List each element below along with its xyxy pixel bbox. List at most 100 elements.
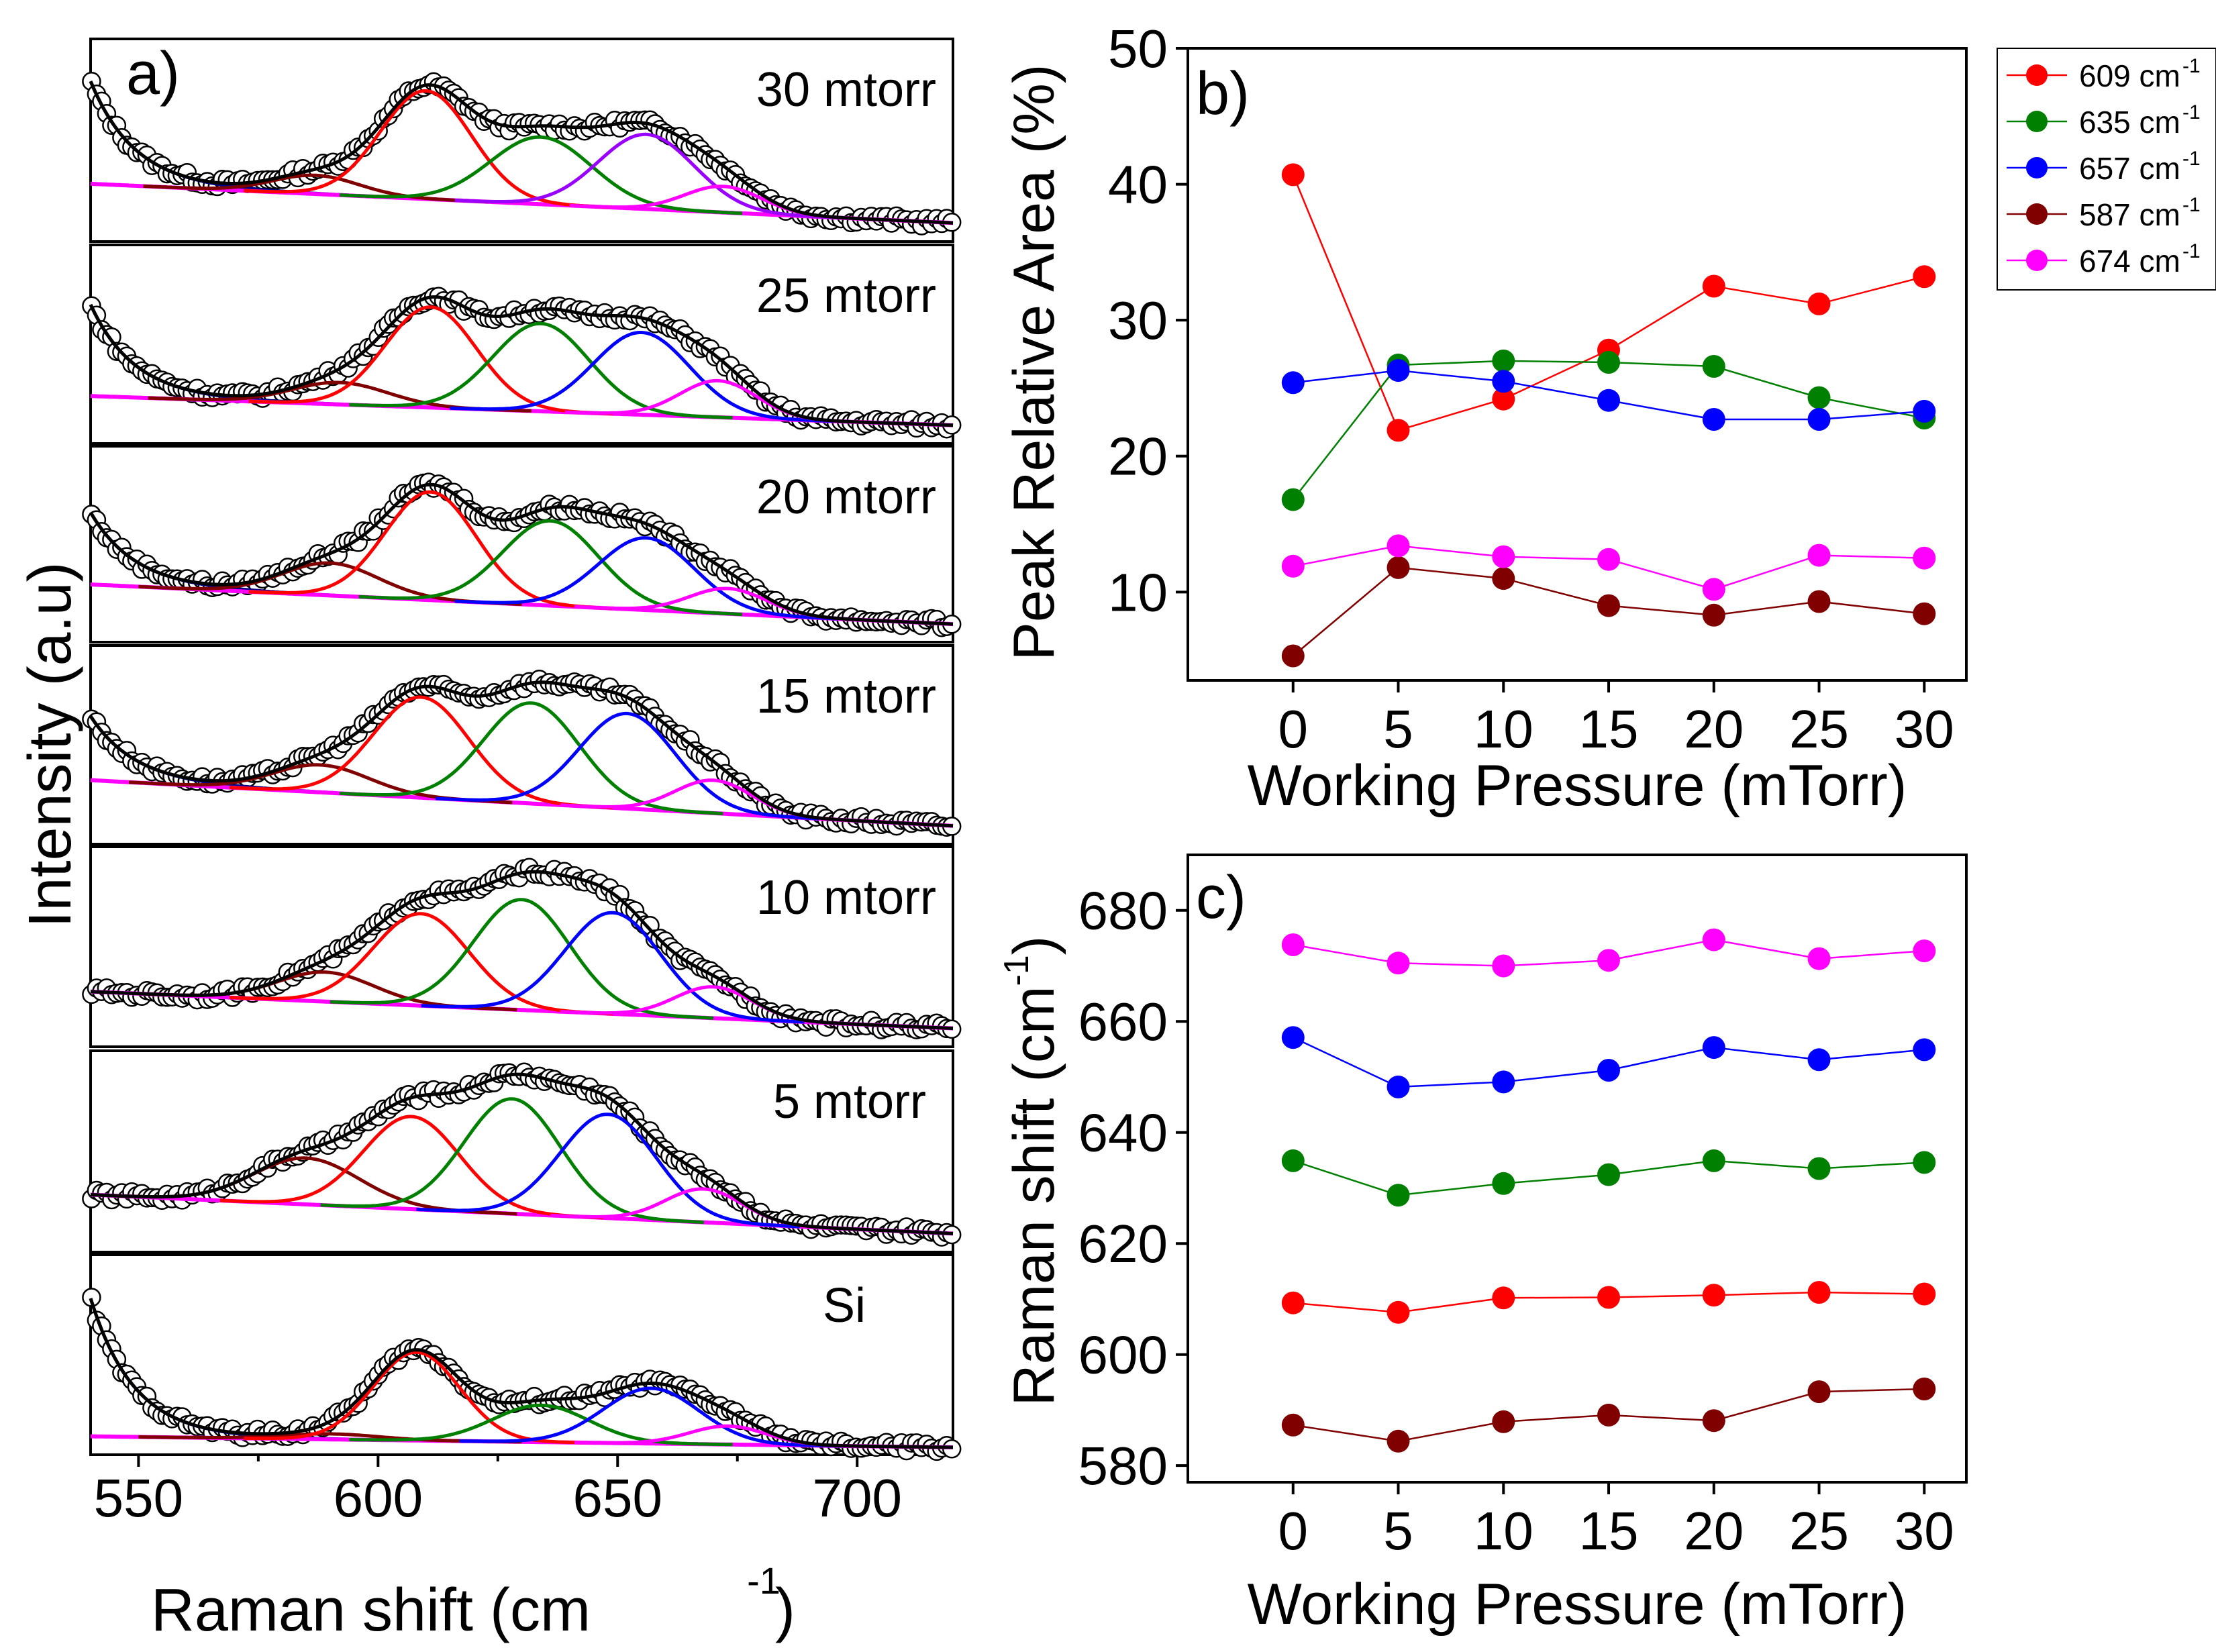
- legend-marker: [2026, 203, 2048, 225]
- data-point: [1492, 954, 1515, 978]
- fit-peak-656: [454, 536, 838, 621]
- data-point: [1492, 349, 1515, 372]
- data-point: [1702, 408, 1725, 431]
- data-point: [1702, 355, 1725, 378]
- data-point: [1913, 546, 1936, 570]
- data-point: [1492, 545, 1515, 568]
- data-point: [1492, 387, 1515, 411]
- fit-peak-634: [349, 321, 733, 420]
- data-point: [1387, 1075, 1410, 1098]
- panel-a-spectra: 30 mtorr 25 mtorr 20 mtorr 15 mtorr 10 mtorr…: [82, 38, 962, 1461]
- data-point: [1281, 1026, 1305, 1049]
- panel-c-y-axis-label: Raman shift (cm-1): [997, 936, 1066, 1406]
- data-point: [1913, 1282, 1936, 1306]
- data-point: [1281, 1413, 1305, 1437]
- spectrum-label: 30 mtorr: [756, 63, 936, 117]
- data-point: [1597, 1403, 1620, 1427]
- data-point: [1702, 928, 1725, 951]
- fit-envelope-line: [89, 680, 954, 828]
- y-tick-label: 680: [1078, 881, 1168, 941]
- data-point: [1597, 949, 1620, 972]
- fit-peak-655: [450, 331, 834, 423]
- panel-b-label: b): [1196, 60, 1250, 127]
- data-point: [1281, 1149, 1305, 1172]
- spectrum-frame: [89, 644, 954, 845]
- data-point: [1387, 951, 1410, 975]
- data-point: [1492, 1410, 1515, 1433]
- panel-a-stacked-raman-spectra: Intensity (a.u) Raman shift (cm -1 ) 550…: [17, 38, 962, 1644]
- panel-b-peak-relative-area: 0 5 10 15 20 25 30 10 20 30 40 50 b) Peak Relative …: [1002, 19, 2216, 818]
- legend-label: 635 cm: [2079, 105, 2180, 140]
- spectrum-frame: [89, 1253, 954, 1456]
- legend-marker: [2026, 64, 2048, 86]
- fit-peak-656: [454, 132, 838, 219]
- series-609-cm: [1281, 163, 1936, 442]
- panel-a-x-ticks: 550 600 650 700: [94, 1455, 902, 1528]
- legend-label: 609 cm: [2079, 58, 2180, 93]
- data-point: [1702, 1284, 1725, 1307]
- fit-envelope-line: [89, 81, 954, 225]
- fit-peak-630: [330, 898, 714, 1020]
- data-point: [1807, 544, 1831, 567]
- panel-b-plot-frame: [1187, 47, 1968, 682]
- spectrum-Si: Si: [82, 1253, 962, 1461]
- fit-envelope-line: [90, 1072, 954, 1235]
- data-point: [1387, 419, 1410, 442]
- panel-a-x-axis-label: Raman shift (cm: [151, 1577, 591, 1644]
- fit-peak-628: [320, 1097, 704, 1225]
- fit-peak-609: [229, 695, 613, 810]
- data-point: [1913, 939, 1936, 963]
- panel-b-y-axis-label: Peak Relative Area (%): [1002, 64, 1066, 660]
- data-point: [1387, 359, 1410, 382]
- x-tick-label: 5: [1383, 1501, 1413, 1561]
- spectrum-label: 10 mtorr: [756, 871, 936, 925]
- x-tick-label: 0: [1278, 699, 1309, 759]
- y-tick-label: 40: [1108, 155, 1168, 215]
- data-point: [1597, 1286, 1620, 1309]
- panel-c-ticks: 0 5 10 15 20 25 30 580 600 620 640 660 680: [1078, 881, 1954, 1561]
- panel-a-y-axis-label: Intensity (a.u): [17, 562, 84, 927]
- data-point: [1807, 1380, 1831, 1404]
- series-635: [1281, 1149, 1936, 1207]
- y-tick-label: 30: [1108, 291, 1168, 350]
- data-point: [1913, 399, 1936, 423]
- data-point: [1807, 1048, 1831, 1072]
- x-tick-label: 15: [1579, 1501, 1639, 1561]
- x-tick-label: 700: [812, 1468, 901, 1528]
- y-tick-label: 20: [1108, 427, 1168, 486]
- fit-peak-648: [416, 1113, 800, 1229]
- data-point: [1492, 567, 1515, 590]
- panel-a-x-axis-label-tail: ): [775, 1577, 795, 1644]
- data-point: [1492, 370, 1515, 393]
- data-point: [1387, 1429, 1410, 1453]
- data-point: [1913, 1378, 1936, 1400]
- fit-peak-610: [244, 89, 609, 209]
- panel-c-raman-shift: 0 5 10 15 20 25 30 580 600 620 640 660 680 c) Raman …: [997, 854, 1968, 1637]
- x-tick-label: 20: [1684, 1501, 1744, 1561]
- series-657: [1281, 1026, 1936, 1098]
- fit-envelope-line: [89, 295, 954, 427]
- series-674-cm: [1281, 534, 1936, 601]
- data-point: [1807, 408, 1831, 431]
- x-tick-label: 25: [1789, 1501, 1849, 1561]
- x-tick-label: 20: [1684, 699, 1744, 759]
- data-point: [1913, 265, 1936, 289]
- data-point: [1913, 602, 1936, 625]
- legend-label-superscript: -1: [2182, 194, 2201, 216]
- spectrum-label: 20 mtorr: [756, 470, 936, 524]
- panel-b-data-marks: [1281, 163, 1936, 668]
- fit-peak-649: [421, 911, 805, 1024]
- data-point: [1597, 1163, 1620, 1186]
- fit-envelope-line: [90, 870, 954, 1031]
- legend-label-superscript: -1: [2182, 148, 2201, 170]
- x-tick-label: 30: [1895, 1501, 1954, 1561]
- data-point: [1702, 578, 1725, 601]
- x-tick-label: 600: [334, 1468, 423, 1528]
- fit-peak-632: [340, 701, 723, 816]
- fit-peak-607: [219, 1115, 603, 1220]
- data-point: [1702, 603, 1725, 627]
- spectrum-20-mtorr: 20 mtorr: [82, 445, 962, 643]
- data-point: [1807, 590, 1831, 613]
- data-point: [1597, 351, 1620, 374]
